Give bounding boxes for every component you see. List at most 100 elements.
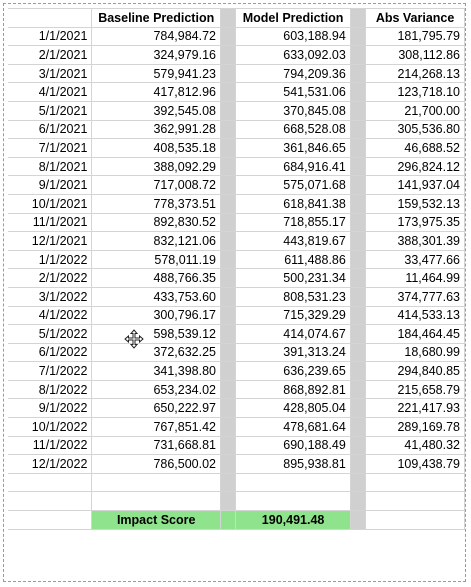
date-cell[interactable]: 3/1/2022 — [8, 287, 93, 307]
variance-cell[interactable]: 388,301.39 — [365, 231, 465, 251]
baseline-cell[interactable]: 324,979.16 — [91, 45, 222, 65]
model-cell[interactable]: 868,892.81 — [235, 380, 351, 400]
spacer-column[interactable] — [350, 306, 367, 326]
date-cell[interactable]: 10/1/2022 — [8, 417, 93, 437]
spacer-column[interactable] — [220, 157, 237, 177]
baseline-cell[interactable]: 778,373.51 — [91, 194, 222, 214]
date-cell[interactable]: 4/1/2022 — [8, 306, 93, 326]
variance-cell[interactable]: 21,700.00 — [365, 101, 465, 121]
date-cell[interactable]: 6/1/2022 — [8, 343, 93, 363]
baseline-cell[interactable]: 488,766.35 — [91, 268, 222, 288]
spacer-column[interactable] — [350, 324, 367, 344]
spacer-column[interactable] — [350, 231, 367, 251]
spacer-column[interactable] — [350, 380, 367, 400]
variance-cell[interactable]: 374,777.63 — [365, 287, 465, 307]
spacer-column[interactable] — [350, 138, 367, 158]
date-cell[interactable]: 1/1/2022 — [8, 250, 93, 270]
model-cell[interactable]: 541,531.06 — [235, 82, 351, 102]
variance-cell[interactable]: 141,937.04 — [365, 175, 465, 195]
header-abs-variance[interactable]: Abs Variance — [365, 8, 465, 28]
baseline-cell[interactable]: 650,222.97 — [91, 398, 222, 419]
header-date-cell[interactable] — [8, 8, 93, 28]
variance-cell[interactable]: 11,464.99 — [365, 268, 465, 288]
date-cell[interactable]: 10/1/2021 — [8, 194, 93, 214]
spacer-column[interactable] — [220, 491, 237, 512]
date-cell[interactable]: 3/1/2021 — [8, 64, 93, 84]
spacer-column[interactable] — [220, 213, 237, 233]
spacer-column[interactable] — [350, 194, 367, 214]
model-cell[interactable]: 428,805.04 — [235, 398, 351, 419]
date-cell[interactable]: 2/1/2021 — [8, 45, 93, 65]
spacer-column[interactable] — [220, 82, 237, 102]
model-cell[interactable]: 618,841.38 — [235, 194, 351, 214]
baseline-cell[interactable]: 598,539.12 — [91, 324, 222, 344]
variance-cell[interactable]: 173,975.35 — [365, 213, 465, 233]
baseline-cell[interactable]: 372,632.25 — [91, 343, 222, 363]
empty-cell[interactable] — [365, 491, 465, 512]
spacer-column[interactable] — [220, 8, 237, 28]
date-cell[interactable]: 9/1/2021 — [8, 175, 93, 195]
spacer-column[interactable] — [220, 380, 237, 400]
model-cell[interactable]: 808,531.23 — [235, 287, 351, 307]
spacer-column[interactable] — [350, 45, 367, 65]
spacer-column[interactable] — [220, 361, 237, 381]
spacer-column[interactable] — [220, 175, 237, 195]
spacer-column[interactable] — [350, 101, 367, 121]
date-cell[interactable]: 5/1/2022 — [8, 324, 93, 344]
model-cell[interactable]: 370,845.08 — [235, 101, 351, 121]
baseline-cell[interactable]: 717,008.72 — [91, 175, 222, 195]
model-cell[interactable]: 715,329.29 — [235, 306, 351, 326]
spacer-column[interactable] — [350, 361, 367, 381]
date-cell[interactable]: 4/1/2021 — [8, 82, 93, 102]
baseline-cell[interactable]: 786,500.02 — [91, 454, 222, 474]
spacer-column[interactable] — [220, 324, 237, 344]
model-cell[interactable]: 443,819.67 — [235, 231, 351, 251]
model-cell[interactable]: 690,188.49 — [235, 436, 351, 456]
spacer-column[interactable] — [350, 268, 367, 288]
variance-cell[interactable]: 33,477.66 — [365, 250, 465, 270]
date-cell[interactable]: 2/1/2022 — [8, 268, 93, 288]
spacer-column[interactable] — [220, 287, 237, 307]
model-cell[interactable]: 361,846.65 — [235, 138, 351, 158]
date-cell[interactable]: 12/1/2021 — [8, 231, 93, 251]
variance-cell[interactable]: 123,718.10 — [365, 82, 465, 102]
spacer-column[interactable] — [220, 101, 237, 121]
spacer-column[interactable] — [350, 213, 367, 233]
summary-spacer-cell[interactable] — [220, 510, 237, 530]
spacer-column[interactable] — [350, 175, 367, 195]
empty-cell[interactable] — [91, 491, 222, 512]
variance-cell[interactable]: 296,824.12 — [365, 157, 465, 177]
model-cell[interactable]: 636,239.65 — [235, 361, 351, 381]
spacer-column[interactable] — [220, 250, 237, 270]
variance-cell[interactable]: 109,438.79 — [365, 454, 465, 474]
model-cell[interactable]: 633,092.03 — [235, 45, 351, 65]
date-cell[interactable]: 8/1/2022 — [8, 380, 93, 400]
model-cell[interactable]: 414,074.67 — [235, 324, 351, 344]
model-cell[interactable]: 575,071.68 — [235, 175, 351, 195]
date-cell[interactable]: 12/1/2022 — [8, 454, 93, 474]
empty-cell[interactable] — [235, 491, 351, 512]
model-cell[interactable]: 794,209.36 — [235, 64, 351, 84]
impact-score-label[interactable]: Impact Score — [91, 510, 222, 530]
spacer-column[interactable] — [220, 27, 237, 47]
spacer-column[interactable] — [350, 473, 367, 493]
spacer-column[interactable] — [350, 454, 367, 474]
baseline-cell[interactable]: 362,991.28 — [91, 120, 222, 140]
spacer-column[interactable] — [220, 436, 237, 456]
spacer-column[interactable] — [350, 510, 367, 530]
spacer-column[interactable] — [220, 120, 237, 140]
spacer-column[interactable] — [350, 27, 367, 47]
variance-cell[interactable]: 214,268.13 — [365, 64, 465, 84]
spacer-column[interactable] — [220, 306, 237, 326]
date-cell[interactable]: 8/1/2021 — [8, 157, 93, 177]
spacer-column[interactable] — [350, 491, 367, 512]
spacer-column[interactable] — [350, 82, 367, 102]
spacer-column[interactable] — [220, 417, 237, 437]
baseline-cell[interactable]: 341,398.80 — [91, 361, 222, 381]
model-cell[interactable]: 391,313.24 — [235, 343, 351, 363]
spacer-column[interactable] — [350, 250, 367, 270]
baseline-cell[interactable]: 784,984.72 — [91, 27, 222, 47]
empty-cell[interactable] — [8, 473, 93, 493]
baseline-cell[interactable]: 832,121.06 — [91, 231, 222, 251]
baseline-cell[interactable]: 388,092.29 — [91, 157, 222, 177]
